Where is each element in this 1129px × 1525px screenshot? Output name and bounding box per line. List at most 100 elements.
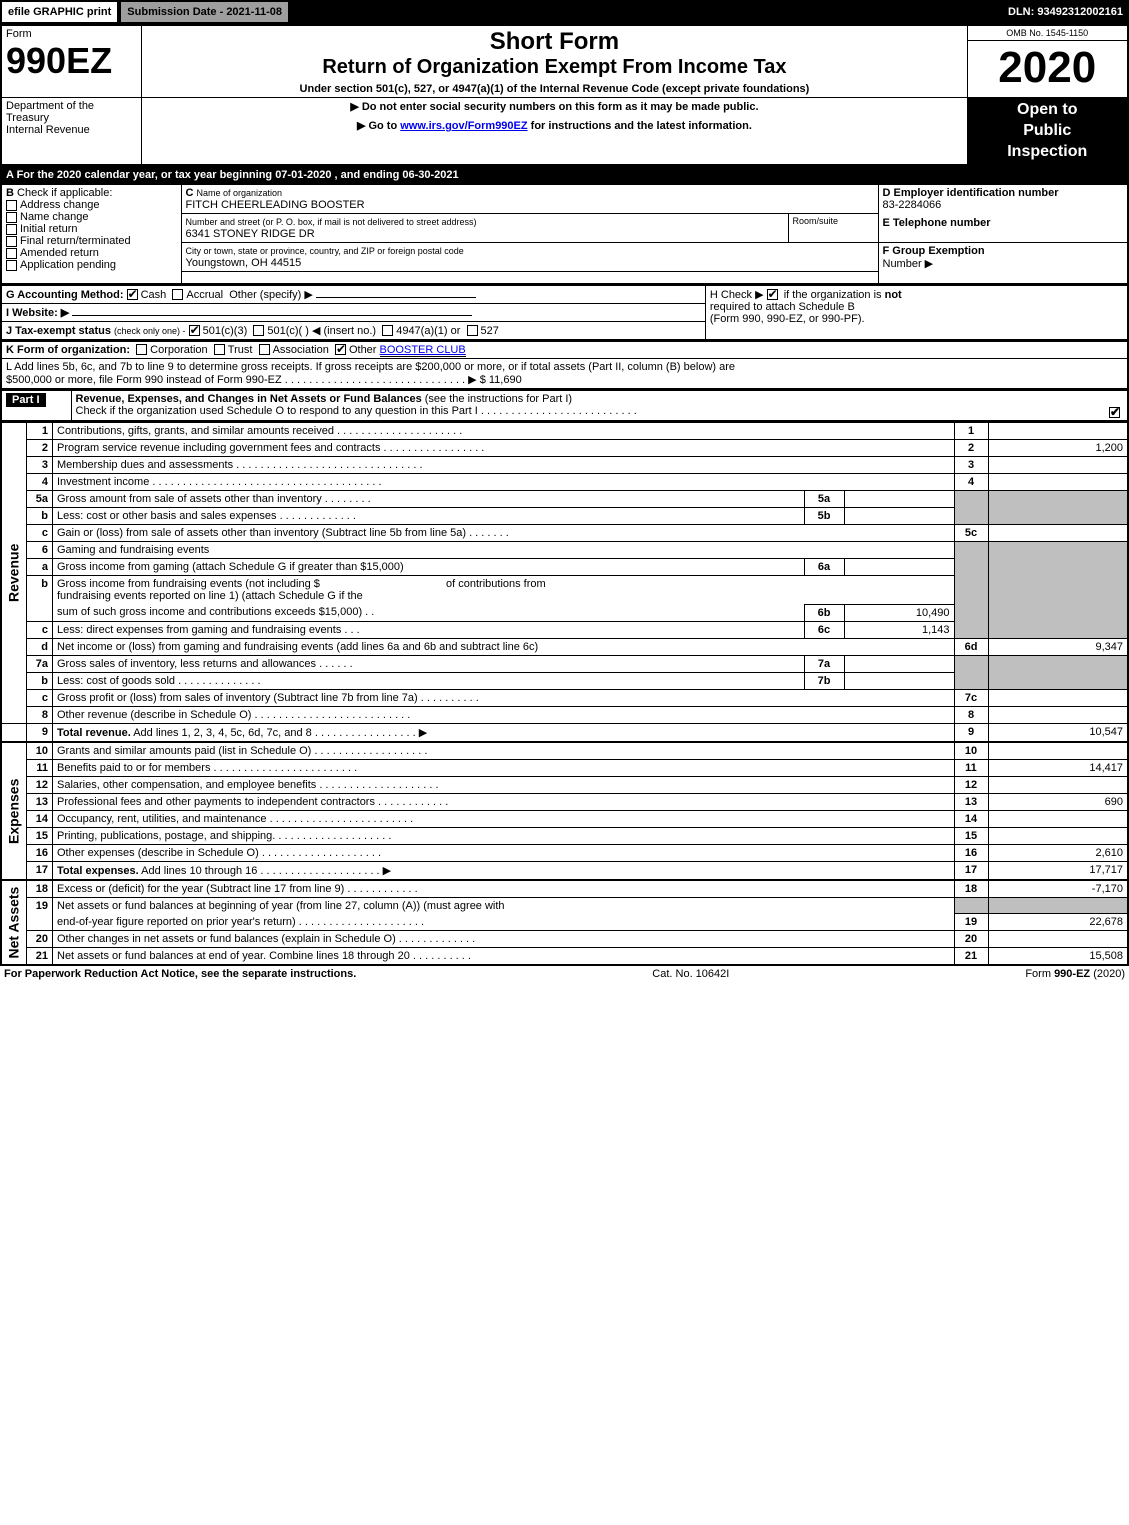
city-label: City or town, state or province, country…: [186, 246, 464, 256]
line-1-value: [988, 422, 1128, 439]
trust-checkbox[interactable]: [214, 344, 225, 355]
line-16-value: 2,610: [988, 844, 1128, 861]
line-5a-desc: Gross amount from sale of assets other t…: [53, 490, 805, 507]
line-18-desc: Excess or (deficit) for the year (Subtra…: [53, 880, 955, 898]
line-6b-desc-2: of contributions from: [446, 578, 546, 590]
line-10-value: [988, 742, 1128, 760]
box-b-label: B: [6, 187, 14, 199]
form-number: 990EZ: [6, 40, 137, 82]
irs-link[interactable]: www.irs.gov/Form990EZ: [400, 120, 527, 132]
line-5c-desc: Gain or (loss) from sale of assets other…: [53, 524, 955, 541]
schedule-b-checkbox[interactable]: [767, 289, 778, 300]
footer-left: For Paperwork Reduction Act Notice, see …: [4, 968, 356, 980]
line-i-label: I Website: ▶: [6, 307, 69, 319]
line-15-value: [988, 827, 1128, 844]
ein-value: 83-2284066: [883, 199, 1124, 211]
goto-instructions: ▶ Go to www.irs.gov/Form990EZ for instru…: [146, 119, 962, 132]
line-7a-value: [844, 655, 954, 672]
initial-return-label: Initial return: [20, 223, 77, 235]
line-6a-value: [844, 558, 954, 575]
dept-line-2: Treasury: [6, 112, 137, 124]
line-15-desc: Printing, publications, postage, and shi…: [53, 827, 955, 844]
line-14-desc: Occupancy, rent, utilities, and maintena…: [53, 810, 955, 827]
line-5b-desc: Less: cost or other basis and sales expe…: [53, 507, 805, 524]
part-1-title: Revenue, Expenses, and Changes in Net As…: [76, 393, 422, 405]
city-value: Youngstown, OH 44515: [186, 257, 302, 269]
line-6c-desc: Less: direct expenses from gaming and fu…: [53, 621, 805, 638]
line-h-text4: (Form 990, 990-EZ, or 990-PF).: [710, 313, 865, 325]
line-11-desc: Benefits paid to or for members . . . . …: [53, 759, 955, 776]
other-org-value[interactable]: BOOSTER CLUB: [380, 344, 466, 357]
line-7b-desc: Less: cost of goods sold . . . . . . . .…: [53, 672, 805, 689]
line-6b-desc-4: sum of such gross income and contributio…: [53, 604, 805, 621]
other-org-checkbox[interactable]: [335, 344, 346, 355]
trust-label: Trust: [228, 344, 253, 356]
line-g-label: G Accounting Method:: [6, 289, 124, 301]
org-name: FITCH CHEERLEADING BOOSTER: [186, 199, 365, 211]
net-assets-side-label: Net Assets: [1, 880, 27, 966]
cash-checkbox[interactable]: [127, 289, 138, 300]
line-6-desc: Gaming and fundraising events: [53, 541, 955, 558]
line-k-pre: K Form of organization:: [6, 344, 130, 356]
dept-line-3: Internal Revenue: [6, 124, 137, 136]
line-j-small: (check only one) -: [114, 326, 186, 336]
line-6b-desc-1: Gross income from fundraising events (no…: [57, 578, 320, 590]
line-1-desc: Contributions, gifts, grants, and simila…: [53, 422, 955, 439]
street-label: Number and street (or P. O. box, if mail…: [186, 217, 477, 227]
accrual-checkbox[interactable]: [172, 289, 183, 300]
line-20-desc: Other changes in net assets or fund bala…: [53, 931, 955, 948]
4947-checkbox[interactable]: [382, 325, 393, 336]
final-return-label: Final return/terminated: [20, 235, 131, 247]
line-7b-value: [844, 672, 954, 689]
line-8-value: [988, 706, 1128, 723]
501c3-checkbox[interactable]: [189, 325, 200, 336]
association-checkbox[interactable]: [259, 344, 270, 355]
line-21-desc: Net assets or fund balances at end of ye…: [53, 948, 955, 966]
line-2-value: 1,200: [988, 439, 1128, 456]
527-label: 527: [481, 325, 499, 337]
address-change-checkbox[interactable]: [6, 200, 17, 211]
line-19b-desc: end-of-year figure reported on prior yea…: [53, 914, 955, 931]
line-l-amount: $ 11,690: [480, 374, 522, 386]
efile-print-label: efile GRAPHIC print: [0, 0, 119, 24]
street-value: 6341 STONEY RIDGE DR: [186, 228, 315, 240]
final-return-checkbox[interactable]: [6, 236, 17, 247]
initial-return-checkbox[interactable]: [6, 224, 17, 235]
line-4-value: [988, 473, 1128, 490]
application-pending-checkbox[interactable]: [6, 260, 17, 271]
line-3-value: [988, 456, 1128, 473]
association-label: Association: [273, 344, 329, 356]
line-17-value: 17,717: [988, 861, 1128, 880]
schedule-o-checkbox[interactable]: [1109, 407, 1120, 418]
line-9-desc: Add lines 1, 2, 3, 4, 5c, 6d, 7c, and 8 …: [131, 727, 427, 739]
line-3-desc: Membership dues and assessments . . . . …: [53, 456, 955, 473]
dept-line-1: Department of the: [6, 100, 137, 112]
line-9-value: 10,547: [988, 723, 1128, 742]
501c-checkbox[interactable]: [253, 325, 264, 336]
line-6c-value: 1,143: [844, 621, 954, 638]
line-17-pre: Total expenses.: [57, 865, 139, 877]
address-change-label: Address change: [20, 199, 100, 211]
line-9-pre: Total revenue.: [57, 727, 131, 739]
line-21-value: 15,508: [988, 948, 1128, 966]
amended-return-checkbox[interactable]: [6, 248, 17, 259]
line-8-desc: Other revenue (describe in Schedule O) .…: [53, 706, 955, 723]
line-16-desc: Other expenses (describe in Schedule O) …: [53, 844, 955, 861]
name-of-org-label: Name of organization: [197, 188, 283, 198]
form-word: Form: [6, 28, 137, 40]
footer-right: Form 990-EZ (2020): [1025, 968, 1125, 980]
line-6a-desc: Gross income from gaming (attach Schedul…: [53, 558, 805, 575]
line-20-value: [988, 931, 1128, 948]
open-to-text: Open to: [972, 100, 1124, 121]
line-7a-desc: Gross sales of inventory, less returns a…: [53, 655, 805, 672]
line-2-desc: Program service revenue including govern…: [53, 439, 955, 456]
line-h-text3: required to attach Schedule B: [710, 301, 855, 313]
corporation-checkbox[interactable]: [136, 344, 147, 355]
dln-label: DLN: 93492312002161: [1002, 0, 1129, 24]
527-checkbox[interactable]: [467, 325, 478, 336]
4947-label: 4947(a)(1) or: [396, 325, 460, 337]
name-change-checkbox[interactable]: [6, 212, 17, 223]
name-change-label: Name change: [20, 211, 89, 223]
box-e-label: E Telephone number: [883, 217, 1124, 229]
line-13-value: 690: [988, 793, 1128, 810]
